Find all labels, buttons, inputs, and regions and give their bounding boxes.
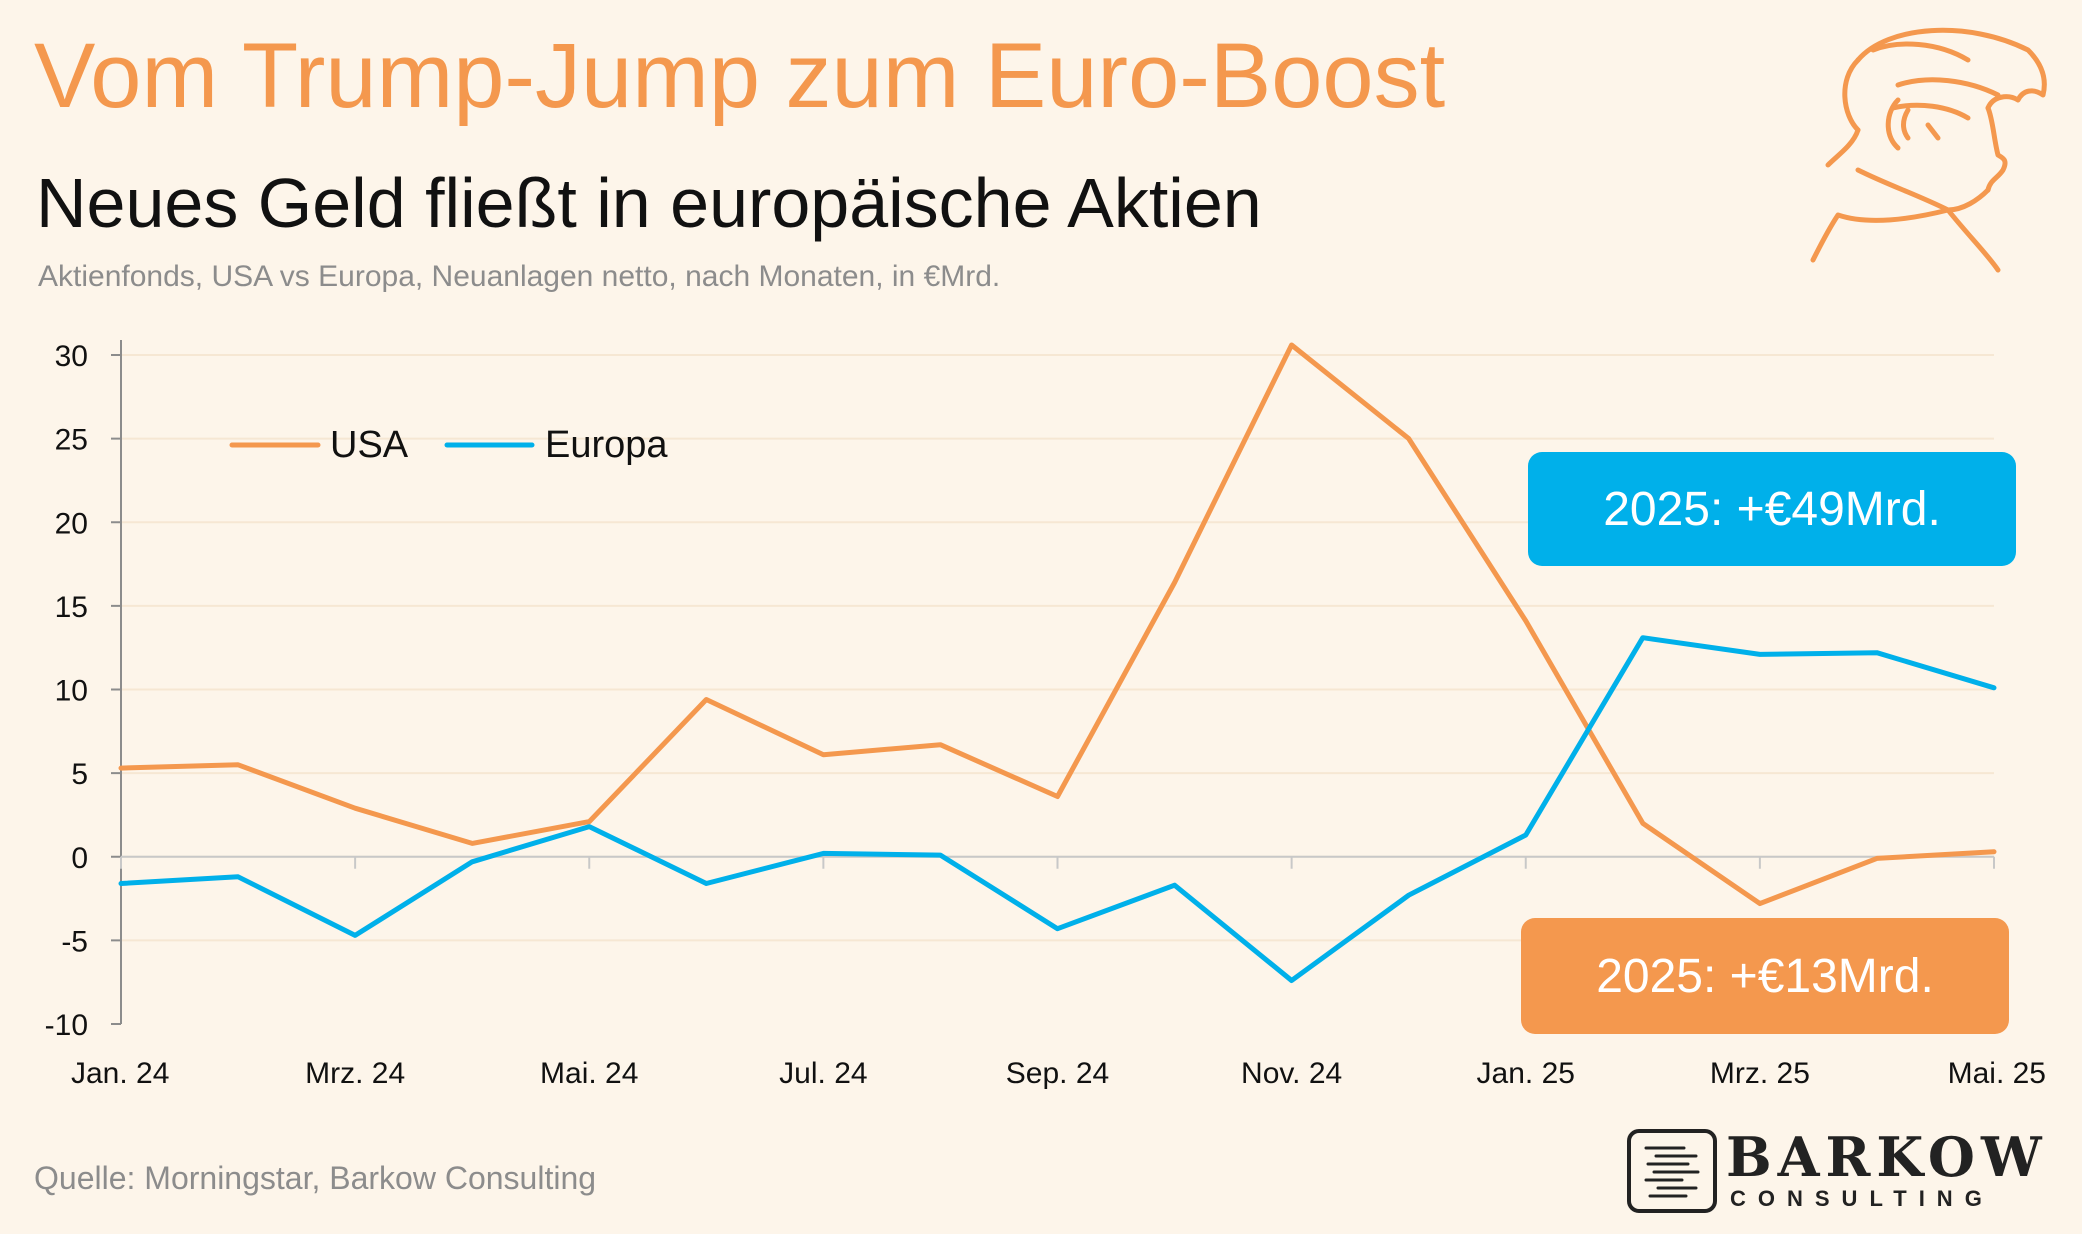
- x-tick-label: Nov. 24: [1241, 1057, 1342, 1090]
- europa-total-callout: 2025: +€49Mrd.: [1528, 452, 2016, 566]
- y-tick-label: 25: [55, 424, 88, 457]
- y-tick-label: 5: [71, 758, 88, 791]
- x-tick-label: Jan. 24: [71, 1057, 169, 1090]
- y-tick-label: -10: [45, 1009, 88, 1042]
- legend-label-usa: USA: [330, 424, 409, 466]
- x-tick-label: Jul. 24: [779, 1057, 867, 1090]
- y-tick-label: -5: [61, 925, 88, 958]
- barkow-logo-icon: [1627, 1129, 1717, 1213]
- y-tick-label: 15: [55, 591, 88, 624]
- y-tick-label: 30: [55, 340, 88, 373]
- x-tick-label: Jan. 25: [1477, 1057, 1575, 1090]
- x-tick-label: Mai. 24: [540, 1057, 638, 1090]
- series-line-europa: [118, 635, 1997, 983]
- tick-labels: -10 -5 0 5 10 15 20 25 30 Jan. 24 Mrz. 24 Mai. 24 Ju…: [45, 340, 2046, 1090]
- logo-name: BARKOW: [1726, 1125, 2048, 1189]
- x-tick-label: Mai. 25: [1948, 1057, 2046, 1090]
- legend: USA Europa: [229, 424, 668, 466]
- y-tick-label: 10: [55, 675, 88, 708]
- x-tick-label: Mrz. 25: [1710, 1057, 1810, 1090]
- chart-caption: Aktienfonds, USA vs Europa, Neuanlagen n…: [38, 260, 1001, 293]
- trump-caricature-icon: [1810, 27, 2047, 273]
- y-tick-label: 0: [71, 842, 88, 875]
- source-note: Quelle: Morningstar, Barkow Consulting: [34, 1160, 597, 1196]
- usa-total-callout: 2025: +€13Mrd.: [1521, 918, 2009, 1034]
- chart-title: Vom Trump-Jump zum Euro-Boost: [34, 25, 1446, 127]
- logo-tagline: CONSULTING: [1730, 1186, 1994, 1211]
- series-lines: [118, 342, 1997, 983]
- x-tick-label: Sep. 24: [1006, 1057, 1109, 1090]
- legend-label-europa: Europa: [545, 424, 668, 466]
- axes: [111, 340, 1995, 1025]
- x-tick-label: Mrz. 24: [305, 1057, 405, 1090]
- chart-subtitle: Neues Geld fließt in europäische Aktien: [36, 164, 1262, 242]
- series-line-usa: [118, 342, 1997, 907]
- y-tick-label: 20: [55, 507, 88, 540]
